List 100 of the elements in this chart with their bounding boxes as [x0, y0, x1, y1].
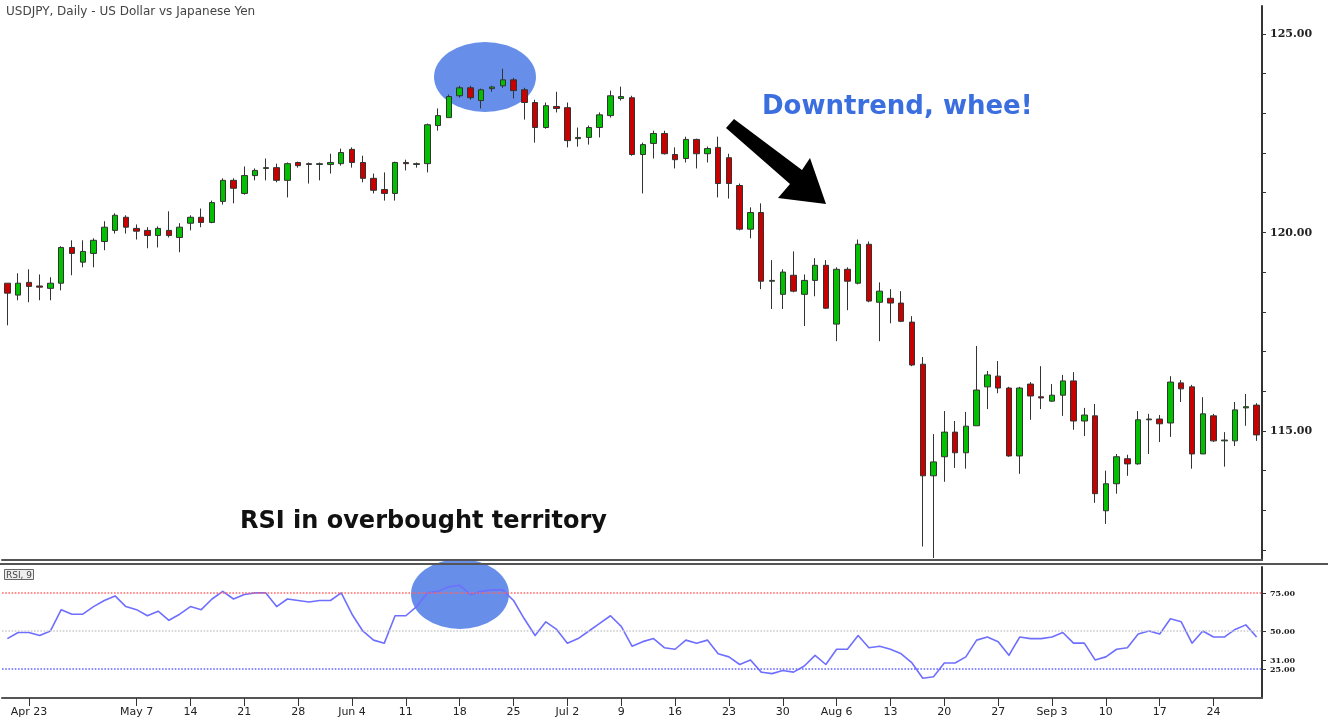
x-tick-label: Sep 3 — [1036, 705, 1068, 718]
candlestick — [553, 91, 560, 113]
x-tick-label: 21 — [237, 705, 252, 718]
candlestick — [532, 99, 538, 144]
candlestick — [1081, 407, 1088, 437]
candlestick — [1016, 386, 1023, 475]
candlestick — [1156, 414, 1163, 443]
candlestick — [176, 222, 183, 253]
candlestick — [413, 161, 420, 169]
candlestick — [489, 85, 495, 93]
candlestick — [909, 315, 915, 367]
candlestick — [1243, 393, 1249, 427]
candlestick — [780, 268, 786, 310]
y-tick-label: 75.00 — [1270, 587, 1296, 598]
x-tick-label: 9 — [617, 705, 625, 718]
x-tick-label: 24 — [1206, 705, 1221, 718]
candlestick — [220, 177, 226, 206]
candlestick — [198, 208, 204, 228]
candlestick — [435, 107, 441, 132]
candlestick — [930, 433, 937, 559]
candlestick — [629, 95, 635, 157]
candlestick — [424, 123, 431, 173]
candlestick — [500, 68, 506, 89]
y-tick-label: 115.00 — [1270, 424, 1313, 438]
candlestick — [618, 86, 624, 102]
x-tick-label: 16 — [668, 705, 683, 718]
candlestick — [370, 173, 377, 194]
x-tick-label: 27 — [991, 705, 1006, 718]
candlestick — [1210, 413, 1217, 443]
candlestick — [640, 142, 646, 194]
candlestick — [510, 77, 517, 100]
candlestick — [403, 159, 409, 171]
candlestick — [69, 239, 75, 276]
candlestick — [672, 146, 678, 169]
x-tick-label: 28 — [291, 705, 306, 718]
y-tick-label: 50.00 — [1270, 625, 1296, 636]
candlestick — [273, 163, 280, 183]
candlestick — [715, 136, 721, 198]
y-tick-label: 125.00 — [1270, 27, 1313, 41]
candlestick — [26, 268, 32, 303]
x-tick-label: 20 — [937, 705, 952, 718]
candlestick — [187, 214, 194, 231]
chart-title: USDJPY, Daily - US Dollar vs Japanese Yen — [6, 4, 256, 18]
candlestick — [1038, 365, 1044, 410]
candlestick — [607, 90, 614, 119]
candlestick — [241, 165, 248, 196]
candlestick — [90, 237, 97, 268]
y-tick-label: 31.00 — [1270, 654, 1296, 665]
candlestick — [316, 161, 323, 181]
x-tick-label: May 7 — [119, 705, 154, 718]
candlestick — [704, 146, 711, 163]
candlestick — [812, 257, 818, 297]
candlestick — [166, 210, 172, 239]
x-tick-label: Jun 4 — [337, 705, 366, 718]
candlestick — [360, 155, 366, 183]
candlestick — [920, 356, 926, 547]
candlestick — [1103, 470, 1109, 525]
candlestick — [230, 177, 237, 204]
candlestick — [306, 161, 312, 185]
x-tick-label: 14 — [183, 705, 198, 718]
candlestick — [327, 153, 334, 175]
x-tick-label: 23 — [721, 705, 736, 718]
candlestick — [1221, 431, 1228, 468]
candlestick — [1189, 384, 1195, 470]
candlestick — [876, 281, 883, 342]
candlestick — [1060, 374, 1066, 417]
candlestick — [349, 146, 355, 169]
candlestick — [1049, 383, 1055, 403]
candlestick — [456, 85, 463, 99]
candlestick — [855, 239, 861, 285]
candlestick — [833, 266, 840, 342]
candlestick — [1178, 379, 1184, 403]
candlestick — [575, 127, 581, 148]
candlestick — [15, 272, 21, 301]
candlestick — [995, 360, 1001, 394]
y-tick-label: 25.00 — [1270, 664, 1296, 675]
y-tick-label: 120.00 — [1270, 225, 1313, 239]
annotation: Downtrend, whee! — [762, 90, 1033, 120]
x-tick-label: Apr 23 — [10, 705, 48, 718]
candlestick — [467, 85, 474, 101]
candlestick — [155, 225, 161, 248]
candlestick — [58, 245, 64, 291]
candlestick — [650, 130, 657, 159]
candlestick — [1092, 403, 1098, 504]
candlestick — [1113, 453, 1120, 495]
candlestick — [252, 167, 258, 181]
candlestick — [521, 87, 528, 121]
candlestick — [381, 171, 388, 202]
candlestick — [898, 290, 904, 323]
candlestick — [1200, 396, 1206, 455]
candlestick — [392, 161, 398, 202]
candlestick — [941, 410, 948, 483]
candlestick — [844, 266, 851, 311]
candlestick — [564, 102, 571, 148]
candlestick — [263, 158, 269, 181]
candlestick — [1124, 454, 1131, 477]
candlestick — [984, 370, 991, 410]
chart-title: RSI, 9 — [6, 569, 33, 580]
x-tick-label: 11 — [398, 705, 413, 718]
x-tick-label: Jul 2 — [554, 705, 580, 718]
